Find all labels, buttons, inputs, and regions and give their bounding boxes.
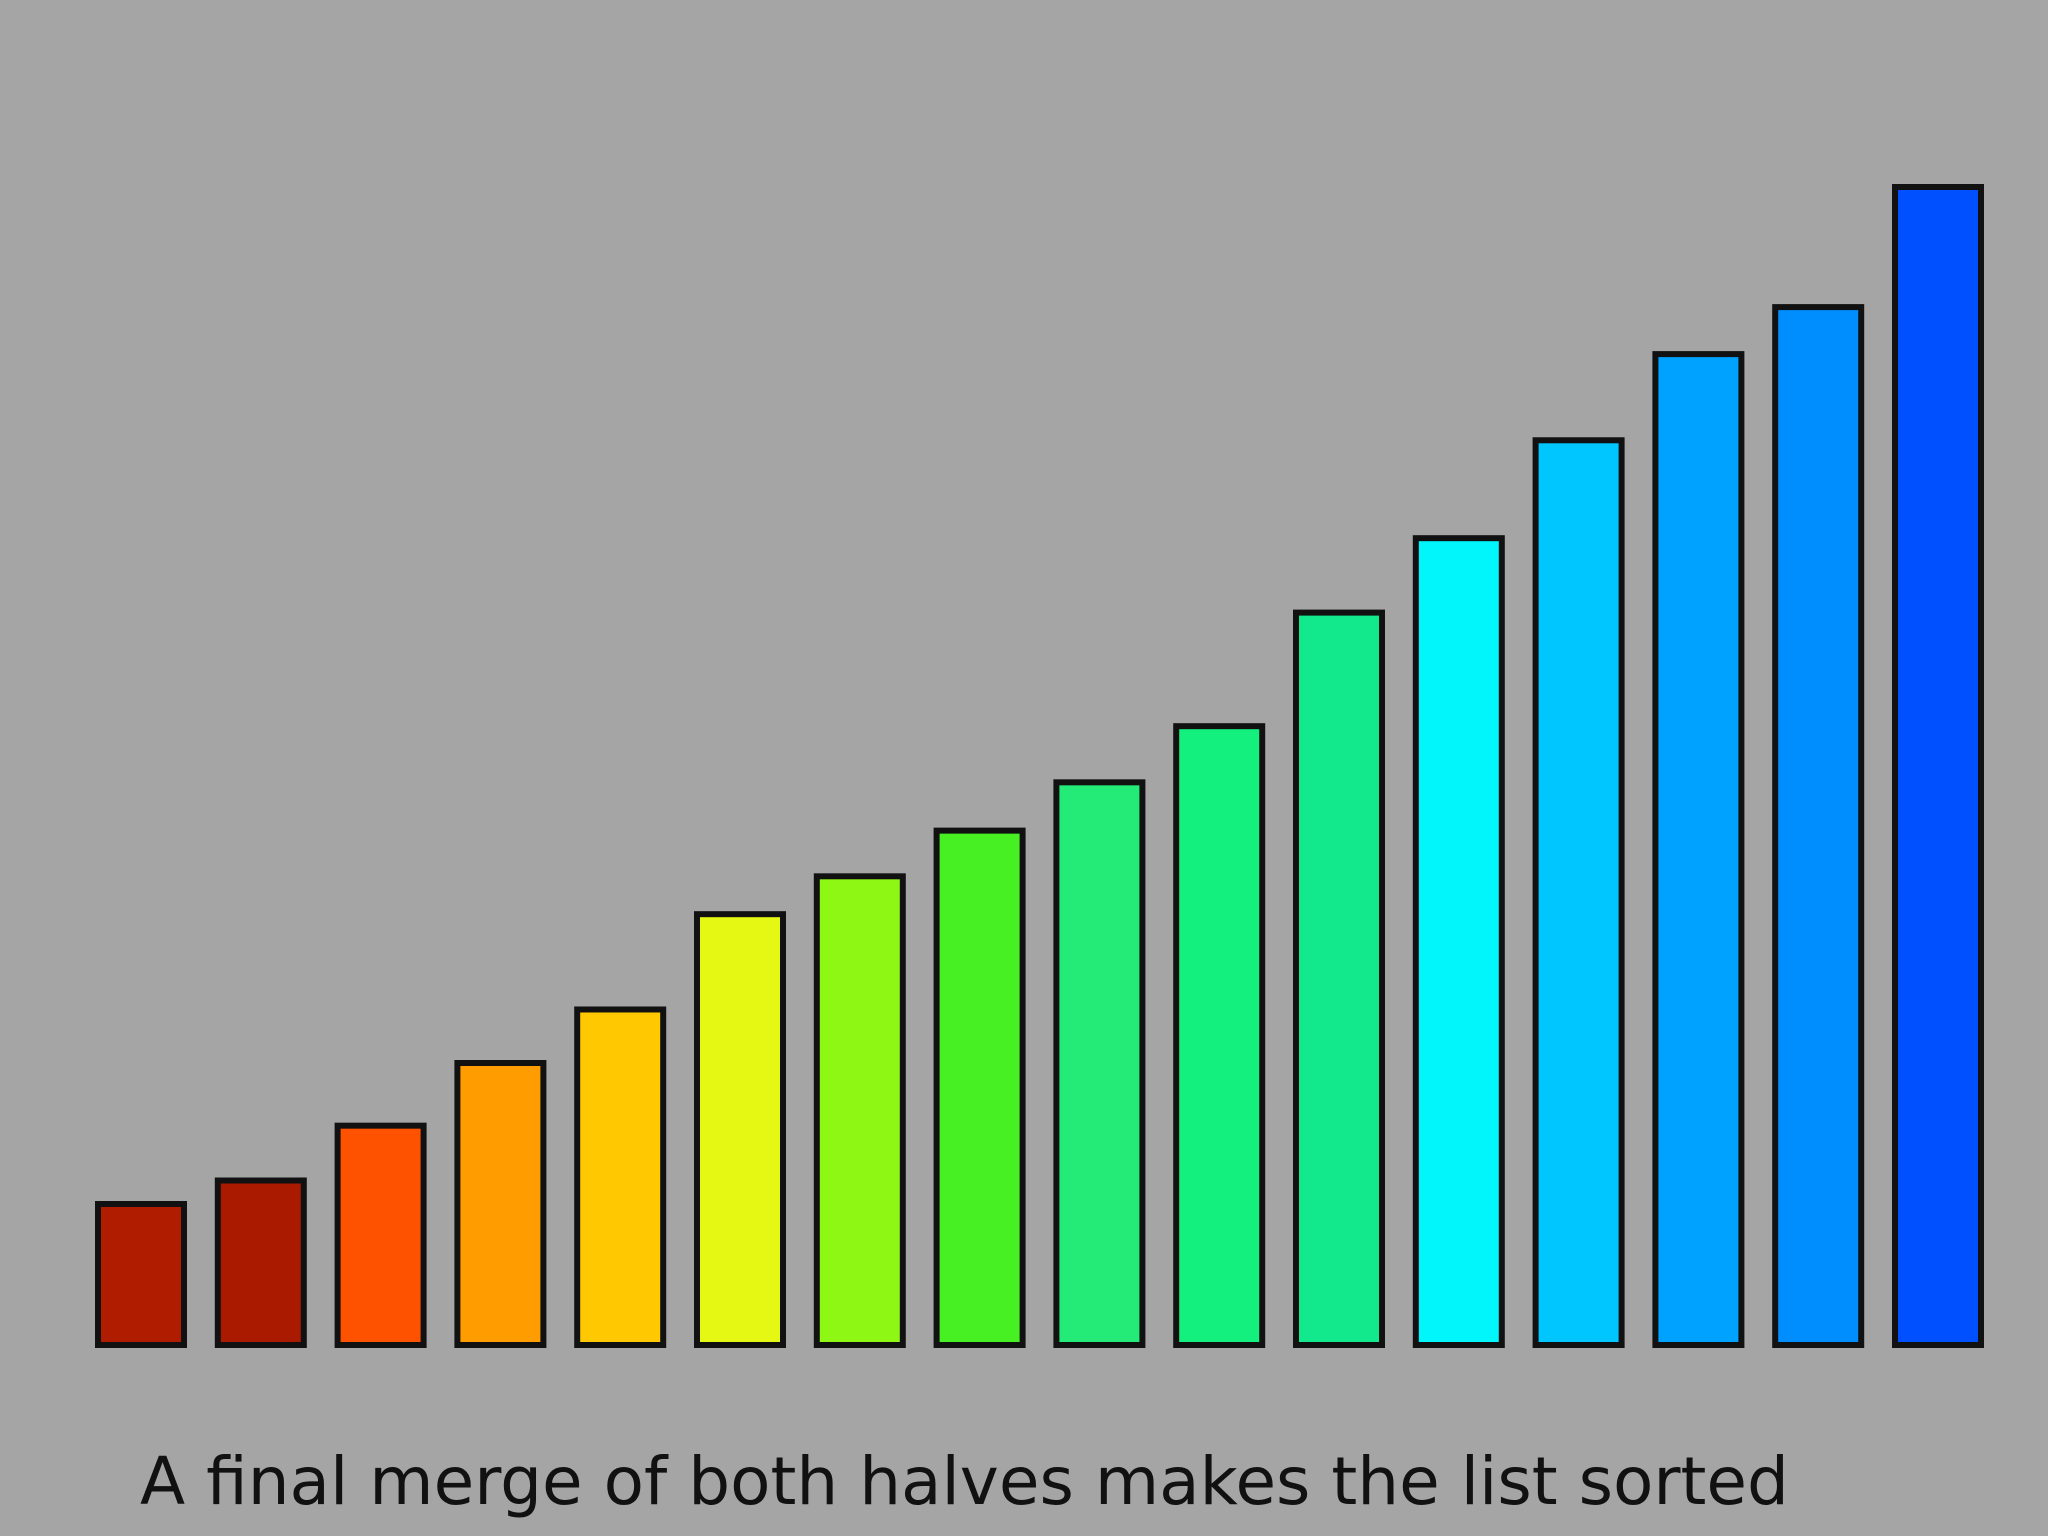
caption: A final merge of both halves makes the l… <box>140 1443 1789 1520</box>
bar <box>334 1122 427 1348</box>
bar <box>813 873 906 1348</box>
bar <box>1892 184 1984 1348</box>
bar <box>95 1201 187 1349</box>
bar <box>1412 535 1505 1348</box>
bar <box>1532 437 1625 1348</box>
bar <box>214 1177 307 1348</box>
bar <box>454 1060 547 1348</box>
bar <box>694 911 786 1348</box>
bar <box>933 827 1026 1348</box>
bar <box>1173 723 1266 1348</box>
bar <box>1652 351 1745 1348</box>
bar <box>574 1006 667 1348</box>
bar <box>1293 609 1385 1348</box>
bar <box>1772 304 1865 1348</box>
bar <box>1053 779 1146 1348</box>
